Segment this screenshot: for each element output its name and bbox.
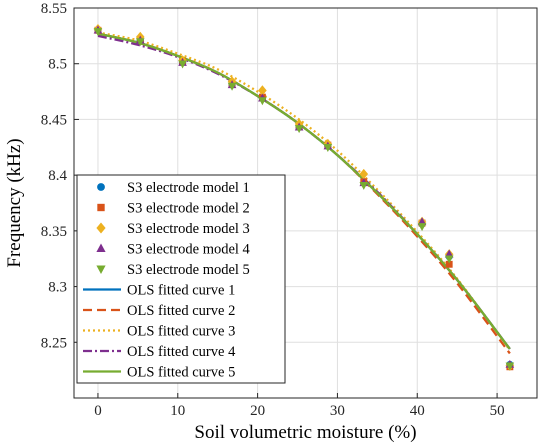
data-point [258, 85, 267, 96]
legend-marker [96, 222, 106, 234]
legend-label: S3 electrode model 5 [127, 262, 250, 278]
plot-area-frame [73, 7, 538, 399]
data-point [323, 144, 333, 153]
legend-label: S3 electrode model 4 [127, 242, 251, 258]
data-point [445, 260, 453, 268]
x-axis-label: Soil volumetric moisture (%) [194, 422, 416, 443]
y-tick-label: 8.25 [41, 335, 67, 351]
legend-label: OLS fitted curve 1 [127, 283, 235, 299]
y-tick-label: 8.4 [48, 168, 67, 184]
legend-box [76, 174, 286, 384]
y-axis-label: Frequency (kHz) [4, 138, 25, 267]
data-point [93, 28, 103, 37]
legend-label: S3 electrode model 2 [127, 201, 250, 217]
data-point [227, 82, 237, 91]
data-point [444, 255, 454, 264]
data-markers [93, 24, 515, 371]
legend-label: OLS fitted curve 2 [127, 303, 235, 319]
data-point [505, 362, 515, 371]
data-point [359, 168, 369, 180]
x-tick-label: 50 [490, 403, 505, 419]
y-tick-label: 8.3 [48, 280, 67, 296]
legend-marker [97, 183, 105, 191]
legend-label: OLS fitted curve 5 [127, 365, 235, 381]
y-tick-label: 8.55 [41, 1, 67, 17]
legend-label: S3 electrode model 3 [127, 221, 250, 237]
data-point [258, 97, 267, 106]
y-tick-label: 8.5 [48, 57, 67, 73]
data-point [135, 38, 145, 47]
x-tick-label: 30 [330, 403, 345, 419]
legend-marker [96, 265, 106, 275]
y-tick-label: 8.45 [41, 112, 67, 128]
legend-label: OLS fitted curve 3 [127, 324, 235, 340]
legend-label: S3 electrode model 1 [127, 180, 250, 196]
y-tick-label: 8.35 [41, 224, 67, 240]
x-tick-label: 40 [410, 403, 425, 419]
x-tick-label: 0 [94, 403, 102, 419]
data-point [359, 181, 369, 190]
marker-series-5 [93, 28, 515, 371]
legend-marker [97, 203, 105, 212]
legend: S3 electrode model 1 S3 electrode model 2… [76, 174, 286, 384]
axis-ticks: 0 10 20 30 40 50 8.25 8.3 8.35 8.4 8.45 8.5 8.55 [41, 1, 505, 419]
x-tick-label: 10 [170, 403, 185, 419]
data-point [417, 223, 427, 232]
legend-marker [96, 243, 106, 252]
x-tick-label: 20 [250, 403, 265, 419]
data-point [294, 125, 304, 134]
data-point [178, 60, 187, 69]
legend-label: OLS fitted curve 4 [127, 344, 236, 360]
